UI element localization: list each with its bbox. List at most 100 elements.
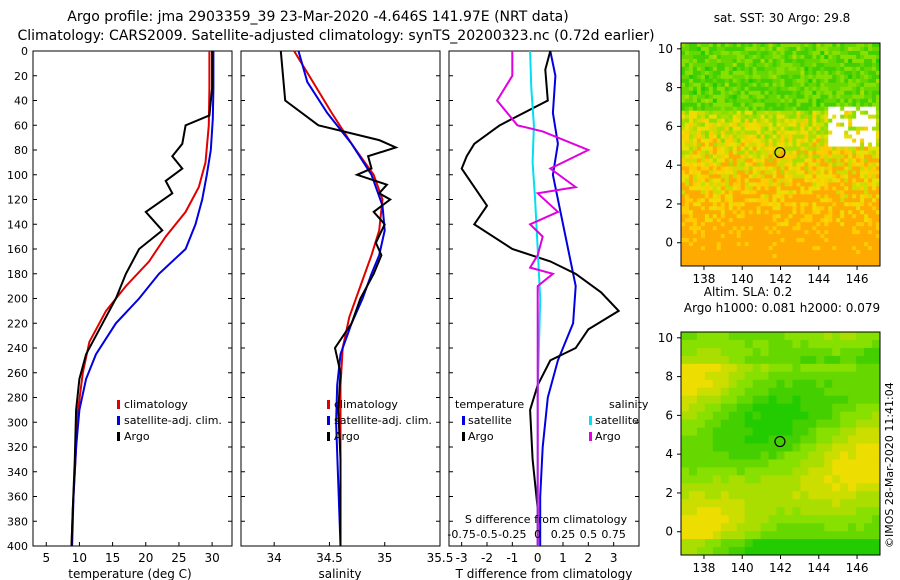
heatmap-cell [728, 214, 734, 219]
heatmap-cell [681, 507, 690, 516]
heatmap-cell [684, 78, 690, 84]
heatmap-cell [708, 82, 714, 88]
heatmap-cell [708, 170, 714, 175]
heatmap-cell [820, 262, 825, 267]
heatmap-cell [780, 234, 785, 239]
heatmap-cell [816, 234, 821, 239]
heatmap-cell [828, 174, 833, 179]
heatmap-cell [740, 250, 746, 255]
heatmap-cell [784, 50, 789, 56]
heatmap-cell [784, 427, 793, 437]
heatmap-cell [696, 162, 702, 167]
heatmap-cell [756, 202, 762, 207]
heatmap-cell [700, 102, 706, 108]
heatmap-cell [688, 339, 698, 349]
heatmap-cell [860, 194, 865, 199]
heatmap-cell [736, 43, 742, 48]
heatmap-cell [872, 174, 877, 179]
heatmap-cell [700, 210, 706, 215]
heatmap-cell [792, 491, 801, 500]
heatmap-cell [824, 234, 829, 239]
heatmap-cell [860, 210, 865, 215]
heatmap-cell [868, 190, 873, 195]
heatmap-cell [856, 210, 861, 215]
heatmap-cell [868, 78, 873, 84]
heatmap-cell [744, 174, 750, 179]
heatmap-cell [856, 138, 861, 144]
heatmap-cell [704, 194, 710, 199]
heatmap-cell [872, 190, 877, 195]
heatmap-cell [764, 178, 770, 183]
heatmap-cell [712, 507, 722, 516]
heatmap-cell [756, 74, 762, 80]
heatmap-cell [732, 182, 738, 187]
legend-satellite: satellite-adj. clim. [124, 414, 222, 427]
heatmap-cell [824, 106, 829, 112]
heatmap-cell [692, 198, 698, 203]
heatmap-cell [820, 182, 825, 187]
heatmap-cell [860, 258, 865, 263]
heatmap-cell [728, 258, 734, 263]
heatmap-cell [684, 226, 690, 231]
heatmap-cell [688, 250, 694, 255]
heatmap-cell [748, 102, 754, 108]
heatmap-cell [784, 226, 789, 231]
heatmap-cell [724, 50, 730, 56]
heatmap-cell [696, 198, 702, 203]
heatmap-cell [808, 98, 813, 104]
heatmap-cell [824, 467, 833, 476]
heatmap-cell [728, 54, 734, 60]
heatmap-cell [681, 515, 690, 524]
heatmap-cell [812, 70, 817, 76]
heatmap-cell [856, 82, 861, 88]
heatmap-cell [728, 238, 734, 243]
heatmap-cell [684, 238, 690, 243]
heatmap-cell [700, 154, 706, 159]
heatmap-cell [700, 66, 706, 72]
heatmap-cell [840, 226, 845, 231]
heatmap-cell [856, 58, 861, 64]
heatmap-cell [720, 102, 726, 108]
heatmap-cell [800, 515, 809, 524]
heatmap-cell [784, 467, 793, 476]
depth-tick-label: 100 [7, 169, 28, 182]
heatmap-cell [852, 90, 857, 96]
heatmap-cell [812, 182, 817, 187]
heatmap-cell [704, 427, 714, 437]
heatmap-cell [796, 234, 801, 239]
heatmap-cell [788, 246, 793, 251]
heatmap-cell [764, 90, 770, 96]
heatmap-cell [808, 459, 817, 468]
heatmap-cell [856, 475, 865, 484]
heatmap-cell [756, 43, 762, 48]
heatmap-cell [720, 142, 726, 148]
heatmap-cell [808, 234, 813, 239]
heatmap-cell [848, 150, 853, 155]
heatmap-cell [728, 162, 734, 167]
heatmap-cell [784, 262, 789, 267]
heatmap-cell [760, 443, 770, 452]
heatmap-cell [824, 531, 833, 540]
heatmap-cell [736, 138, 742, 144]
heatmap-cell [828, 43, 833, 48]
heatmap-cell [800, 134, 805, 140]
heatmap-cell [696, 491, 706, 500]
heatmap-cell [768, 371, 778, 381]
series-line-t-argo [460, 50, 621, 546]
heatmap-cell [856, 134, 861, 140]
heatmap-cell [864, 262, 869, 267]
heatmap-cell [728, 150, 734, 155]
heatmap-cell [852, 162, 857, 167]
heatmap-cell [808, 46, 813, 52]
heatmap-cell [712, 258, 718, 263]
heatmap-cell [808, 210, 813, 215]
heatmap-cell [700, 126, 706, 132]
heatmap-cell [808, 106, 813, 112]
heatmap-cell [824, 166, 829, 171]
heatmap-cell [844, 206, 849, 211]
heatmap-cell [812, 142, 817, 148]
heatmap-cell [864, 547, 873, 556]
heatmap-cell [764, 206, 770, 211]
heatmap-cell [876, 154, 881, 159]
lat-tick-label: 0 [665, 236, 673, 250]
